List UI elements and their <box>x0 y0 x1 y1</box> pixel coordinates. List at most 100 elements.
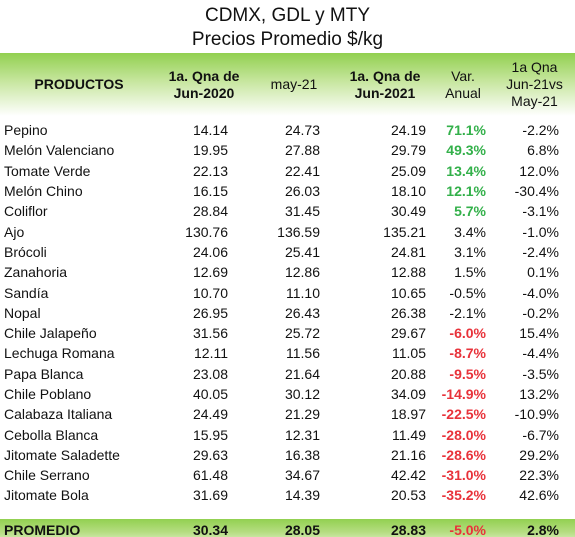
qna2020-cell: 40.05 <box>192 386 228 402</box>
qna2021-cell: 25.09 <box>390 162 426 179</box>
table-row: Calabaza Italiana 24.49 21.29 18.97 -22.5% -1… <box>0 404 575 424</box>
promedio-may21: 28.05 <box>250 518 338 537</box>
header-qna-2021-line1: 1a. Qna de <box>349 67 421 84</box>
header-qna-2020-line2: Jun-2020 <box>173 84 235 101</box>
table-row: Jitomate Saladette 29.63 16.38 21.16 -28.6% 2… <box>0 445 575 465</box>
var-anual-cell: 1.5% <box>454 264 486 281</box>
qna2021-cell: 18.10 <box>390 183 426 200</box>
producto-cell: Sandía <box>4 284 49 301</box>
may21-cell: 26.43 <box>284 304 320 321</box>
may21-cell: 26.03 <box>284 183 320 200</box>
table-row: Melón Valenciano 19.95 27.88 29.79 49.3% 6.8% <box>0 140 575 160</box>
table-row: Chile Poblano 40.05 30.12 34.09 -14.9% 13.2% <box>0 384 575 404</box>
var-anual-cell: -2.1% <box>449 304 486 321</box>
jun-vs-may-cell: 15.4% <box>519 325 559 342</box>
qna2020-cell: 29.63 <box>192 446 228 463</box>
may21-cell: 22.41 <box>284 162 320 179</box>
var-anual-cell: -0.5% <box>449 284 486 301</box>
producto-cell: Tomate Verde <box>4 162 91 179</box>
table-row: Ajo 130.76 136.59 135.21 3.4% -1.0% <box>0 221 575 241</box>
qna2021-cell: 18.97 <box>390 406 426 423</box>
header-var-line2: Anual <box>445 84 481 101</box>
may21-cell: 12.31 <box>284 426 320 443</box>
producto-cell: Melón Chino <box>4 183 83 200</box>
promedio-qna2020: 30.34 <box>158 518 250 537</box>
var-anual-cell: 71.1% <box>446 122 486 139</box>
qna2021-cell: 12.88 <box>390 264 426 281</box>
qna2021-cell: 20.88 <box>390 365 426 382</box>
table-row: Jitomate Bola 31.69 14.39 20.53 -35.2% 42.6% <box>0 485 575 505</box>
jun-vs-may-cell: 29.2% <box>519 446 559 463</box>
var-anual-cell: -28.6% <box>441 446 486 463</box>
table-row: Coliflor 28.84 31.45 30.49 5.7% -3.1% <box>0 201 575 221</box>
header-jm-line1: 1a Qna <box>511 59 558 75</box>
may21-cell: 24.73 <box>284 122 320 139</box>
var-anual-cell: 3.1% <box>454 243 486 260</box>
var-anual-cell: -6.0% <box>449 325 486 342</box>
producto-cell: Coliflor <box>4 203 48 220</box>
qna2021-cell: 11.49 <box>392 426 426 443</box>
may21-cell: 14.39 <box>284 487 320 504</box>
may21-cell: 30.12 <box>284 386 320 402</box>
var-anual-cell: -35.2% <box>441 487 486 504</box>
jun-vs-may-cell: -30.4% <box>514 183 559 200</box>
qna2021-cell: 34.09 <box>390 386 426 402</box>
jun-vs-may-cell: -10.9% <box>514 406 559 423</box>
title-line-2: Precios Promedio $/kg <box>191 29 384 50</box>
var-anual-cell: -31.0% <box>441 467 486 484</box>
may21-cell: 34.67 <box>284 467 320 484</box>
promedio-var: -5.0% <box>432 518 494 537</box>
qna2020-cell: 14.14 <box>192 122 228 139</box>
qna2020-cell: 28.84 <box>192 203 228 220</box>
jun-vs-may-cell: -1.0% <box>522 223 559 240</box>
may21-cell: 12.86 <box>284 264 320 281</box>
qna2020-cell: 130.76 <box>185 223 228 240</box>
qna2021-cell: 20.53 <box>390 487 426 504</box>
producto-cell: Zanahoria <box>4 264 68 281</box>
producto-cell: Cebolla Blanca <box>4 426 99 443</box>
table-header-row: PRODUCTOS 1a. Qna de Jun-2020 may-21 1a.… <box>0 53 575 116</box>
table-row: Zanahoria 12.69 12.86 12.88 1.5% 0.1% <box>0 262 575 282</box>
var-anual-cell: -22.5% <box>441 406 486 423</box>
header-var-line1: Var. <box>451 67 475 84</box>
qna2020-cell: 24.49 <box>192 406 228 423</box>
jun-vs-may-cell: -4.4% <box>522 345 559 362</box>
jun-vs-may-cell: -3.5% <box>522 365 559 382</box>
jun-vs-may-cell: -4.0% <box>522 284 559 301</box>
qna2020-cell: 23.08 <box>192 365 228 382</box>
may21-cell: 21.64 <box>284 365 320 382</box>
jun-vs-may-cell: -6.7% <box>522 426 559 443</box>
qna2021-cell: 21.16 <box>390 446 426 463</box>
var-anual-cell: -28.0% <box>441 426 486 443</box>
header-may21: may-21 <box>250 53 338 116</box>
jun-vs-may-cell: 6.8% <box>527 142 559 159</box>
report-title: CDMX, GDL y MTY Precios Promedio $/kg <box>0 4 575 52</box>
var-anual-cell: 49.3% <box>446 142 486 159</box>
promedio-row: PROMEDIO 30.34 28.05 28.83 -5.0% 2.8% <box>0 518 575 537</box>
qna2021-cell: 10.65 <box>390 284 426 301</box>
producto-cell: Chile Jalapeño <box>4 325 97 342</box>
table-row: Brócoli 24.06 25.41 24.81 3.1% -2.4% <box>0 242 575 262</box>
header-jun-vs-may: 1a Qna Jun-21vs May-21 <box>494 53 575 116</box>
header-qna-2020: 1a. Qna de Jun-2020 <box>158 53 250 116</box>
jun-vs-may-cell: 12.0% <box>519 162 559 179</box>
table-row: Sandía 10.70 11.10 10.65 -0.5% -4.0% <box>0 282 575 302</box>
promedio-label: PROMEDIO <box>0 518 158 537</box>
promedio-qna2021: 28.83 <box>338 518 432 537</box>
qna2020-cell: 22.13 <box>192 162 228 179</box>
table-row: Melón Chino 16.15 26.03 18.10 12.1% -30.4% <box>0 181 575 201</box>
var-anual-cell: 12.1% <box>446 183 486 200</box>
header-qna-2020-line1: 1a. Qna de <box>168 67 240 84</box>
may21-cell: 136.59 <box>277 223 320 240</box>
qna2020-cell: 12.69 <box>192 264 228 281</box>
may21-cell: 16.38 <box>284 446 320 463</box>
qna2020-cell: 26.95 <box>192 304 228 321</box>
producto-cell: Lechuga Romana <box>4 345 115 362</box>
qna2021-cell: 24.81 <box>390 243 426 260</box>
qna2021-cell: 29.67 <box>390 325 426 342</box>
jun-vs-may-cell: 13.2% <box>519 386 559 402</box>
qna2021-cell: 135.21 <box>383 223 426 240</box>
table-row: Chile Serrano 61.48 34.67 42.42 -31.0% 22.3% <box>0 465 575 485</box>
header-productos: PRODUCTOS <box>0 53 158 116</box>
qna2021-cell: 42.42 <box>390 467 426 484</box>
